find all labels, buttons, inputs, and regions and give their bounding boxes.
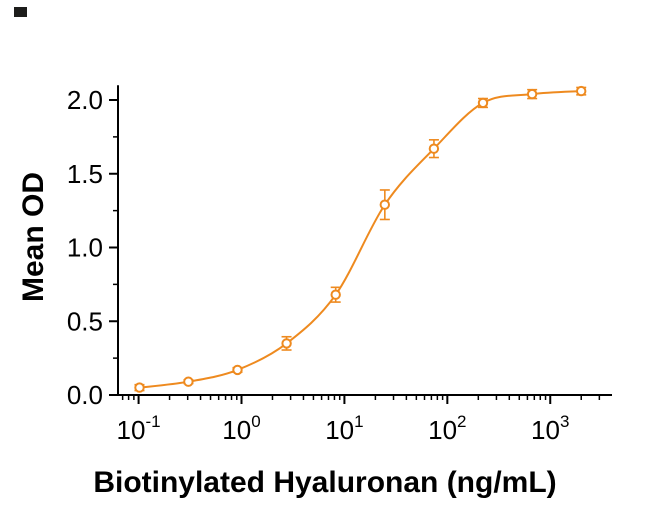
x-tick-label: 101 bbox=[325, 412, 363, 445]
y-axis-title: Mean OD bbox=[17, 171, 50, 303]
data-point-marker bbox=[281, 338, 292, 349]
corner-artifact bbox=[14, 7, 27, 17]
data-point-marker bbox=[526, 88, 538, 100]
data-point-marker bbox=[477, 97, 489, 109]
data-point-marker bbox=[232, 364, 243, 376]
y-tick-label: 2.0 bbox=[67, 85, 103, 115]
x-tick-label: 10-1 bbox=[117, 412, 161, 445]
data-point-marker bbox=[576, 85, 587, 97]
data-point-marker bbox=[428, 143, 440, 154]
data-point-marker bbox=[183, 376, 194, 387]
data-point-marker bbox=[379, 199, 390, 210]
data-point-marker bbox=[134, 382, 145, 393]
x-tick-label: 103 bbox=[531, 412, 569, 445]
y-tick-label: 0.0 bbox=[67, 380, 103, 410]
x-tick-label: 102 bbox=[428, 412, 466, 445]
x-axis-title: Biotinylated Hyaluronan (ng/mL) bbox=[93, 466, 557, 499]
x-tick-label: 100 bbox=[222, 412, 260, 445]
fit-curve bbox=[139, 90, 582, 389]
y-tick-label: 1.0 bbox=[67, 233, 103, 263]
data-point-marker bbox=[330, 289, 341, 300]
y-tick-label: 1.5 bbox=[67, 159, 103, 189]
y-tick-label: 0.5 bbox=[67, 306, 103, 336]
